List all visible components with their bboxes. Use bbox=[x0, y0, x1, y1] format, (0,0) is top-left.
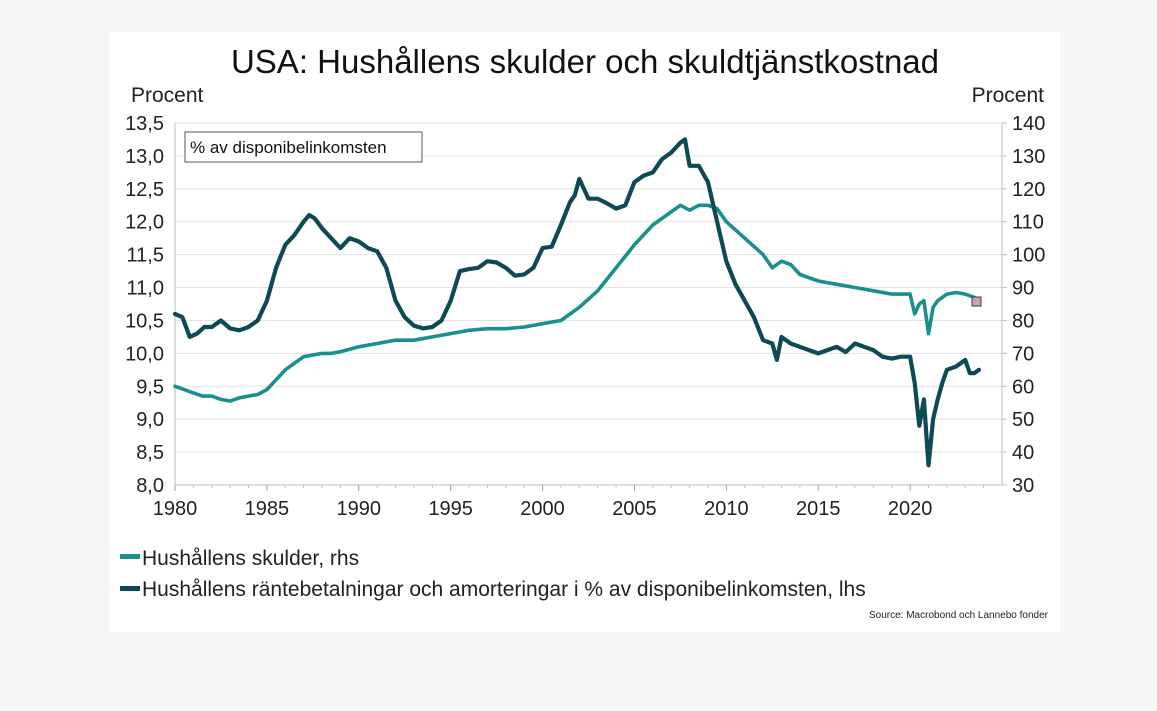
left-tick-label: 12,0 bbox=[125, 212, 164, 234]
right-tick-label: 90 bbox=[1012, 278, 1034, 300]
x-ticks: 1980 1985 1990 1995 2000 2005 2010 2015 2020 bbox=[153, 485, 985, 520]
right-tick-label: 110 bbox=[1012, 212, 1044, 234]
left-tick-label: 12,5 bbox=[125, 179, 164, 201]
chart: USA: Hushållens skulder och skuldtjänstk… bbox=[120, 43, 1049, 621]
right-tick-label: 130 bbox=[1012, 146, 1045, 168]
annotation-box: % av disponibelinkomsten bbox=[184, 131, 423, 163]
legend-label-debt: Hushållens skulder, rhs bbox=[142, 547, 359, 570]
x-tick-label: 2005 bbox=[612, 498, 657, 520]
x-tick-label: 2020 bbox=[888, 498, 933, 520]
right-tick-label: 50 bbox=[1012, 409, 1034, 431]
right-tick-label: 140 bbox=[1012, 113, 1045, 135]
legend-label-debt-service: Hushållens räntebetalningar och amorteri… bbox=[142, 578, 866, 601]
right-tick-label: 30 bbox=[1012, 475, 1034, 497]
end-marker bbox=[971, 296, 982, 307]
left-tick-label: 13,0 bbox=[125, 146, 164, 168]
x-tick-label: 1995 bbox=[428, 498, 473, 520]
left-tick-label: 11,5 bbox=[127, 245, 164, 267]
right-tick-label: 120 bbox=[1012, 179, 1045, 201]
legend-swatch-debt bbox=[120, 554, 140, 559]
right-tick-label: 100 bbox=[1012, 245, 1045, 267]
right-tick-label: 60 bbox=[1012, 376, 1034, 398]
annotation-text: % av disponibelinkomsten bbox=[190, 138, 387, 157]
x-tick-label: 1990 bbox=[337, 498, 382, 520]
left-tick-label: 9,5 bbox=[136, 376, 164, 398]
left-tick-label: 13,5 bbox=[125, 113, 164, 135]
legend: Hushållens skulder, rhs Hushållens ränte… bbox=[120, 547, 866, 601]
annotation-border bbox=[184, 131, 423, 163]
left-tick-label: 9,0 bbox=[136, 409, 164, 431]
source-note: Source: Macrobond och Lannebo fonder bbox=[869, 610, 1049, 621]
axes bbox=[174, 123, 1003, 486]
x-tick-label: 1985 bbox=[245, 498, 290, 520]
left-axis-label: Procent bbox=[131, 84, 204, 107]
grid bbox=[175, 122, 1002, 486]
left-tick-label: 11,0 bbox=[127, 278, 164, 300]
left-tick-label: 8,0 bbox=[136, 475, 164, 497]
right-tick-label: 80 bbox=[1012, 310, 1034, 332]
series-line-debt bbox=[173, 203, 977, 403]
left-tick-label: 10,5 bbox=[125, 310, 164, 332]
legend-swatch-debt-service bbox=[120, 586, 140, 591]
series bbox=[172, 137, 982, 468]
right-axis-label: Procent bbox=[972, 84, 1045, 107]
chart-card: USA: Hushållens skulder och skuldtjänstk… bbox=[110, 32, 1060, 632]
x-tick-label: 2010 bbox=[704, 498, 749, 520]
x-tick-label: 2000 bbox=[520, 498, 565, 520]
left-tick-label: 8,5 bbox=[136, 442, 164, 464]
x-tick-label: 2015 bbox=[796, 498, 841, 520]
right-tick-label: 40 bbox=[1012, 442, 1034, 464]
left-y-ticks: 8,0 8,5 9,0 9,5 10,0 10,5 11,0 11,5 12,0 12,5 13,0… bbox=[125, 113, 164, 497]
series-line-debt-service bbox=[172, 137, 982, 468]
chart-title: USA: Hushållens skulder och skuldtjänstk… bbox=[231, 43, 939, 80]
right-tick-label: 70 bbox=[1012, 343, 1034, 365]
left-tick-label: 10,0 bbox=[125, 343, 164, 365]
x-tick-label: 1980 bbox=[153, 498, 198, 520]
right-y-ticks: 30 40 50 60 70 80 90 100 110 120 130 140 bbox=[1002, 113, 1045, 497]
